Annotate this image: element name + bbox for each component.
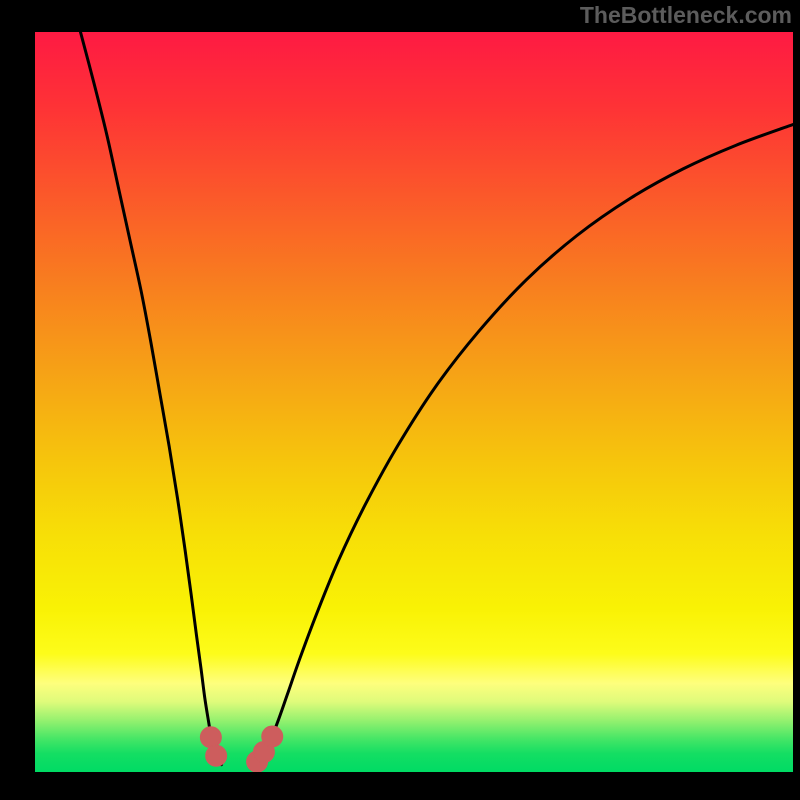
curve-left-branch	[80, 32, 221, 765]
chart-container: TheBottleneck.com	[0, 0, 800, 800]
data-marker	[200, 727, 221, 748]
watermark-text: TheBottleneck.com	[580, 2, 792, 29]
data-marker	[262, 726, 283, 747]
curve-overlay	[35, 32, 793, 772]
plot-area	[35, 32, 793, 772]
data-marker	[206, 745, 227, 766]
curve-right-branch	[255, 125, 793, 765]
